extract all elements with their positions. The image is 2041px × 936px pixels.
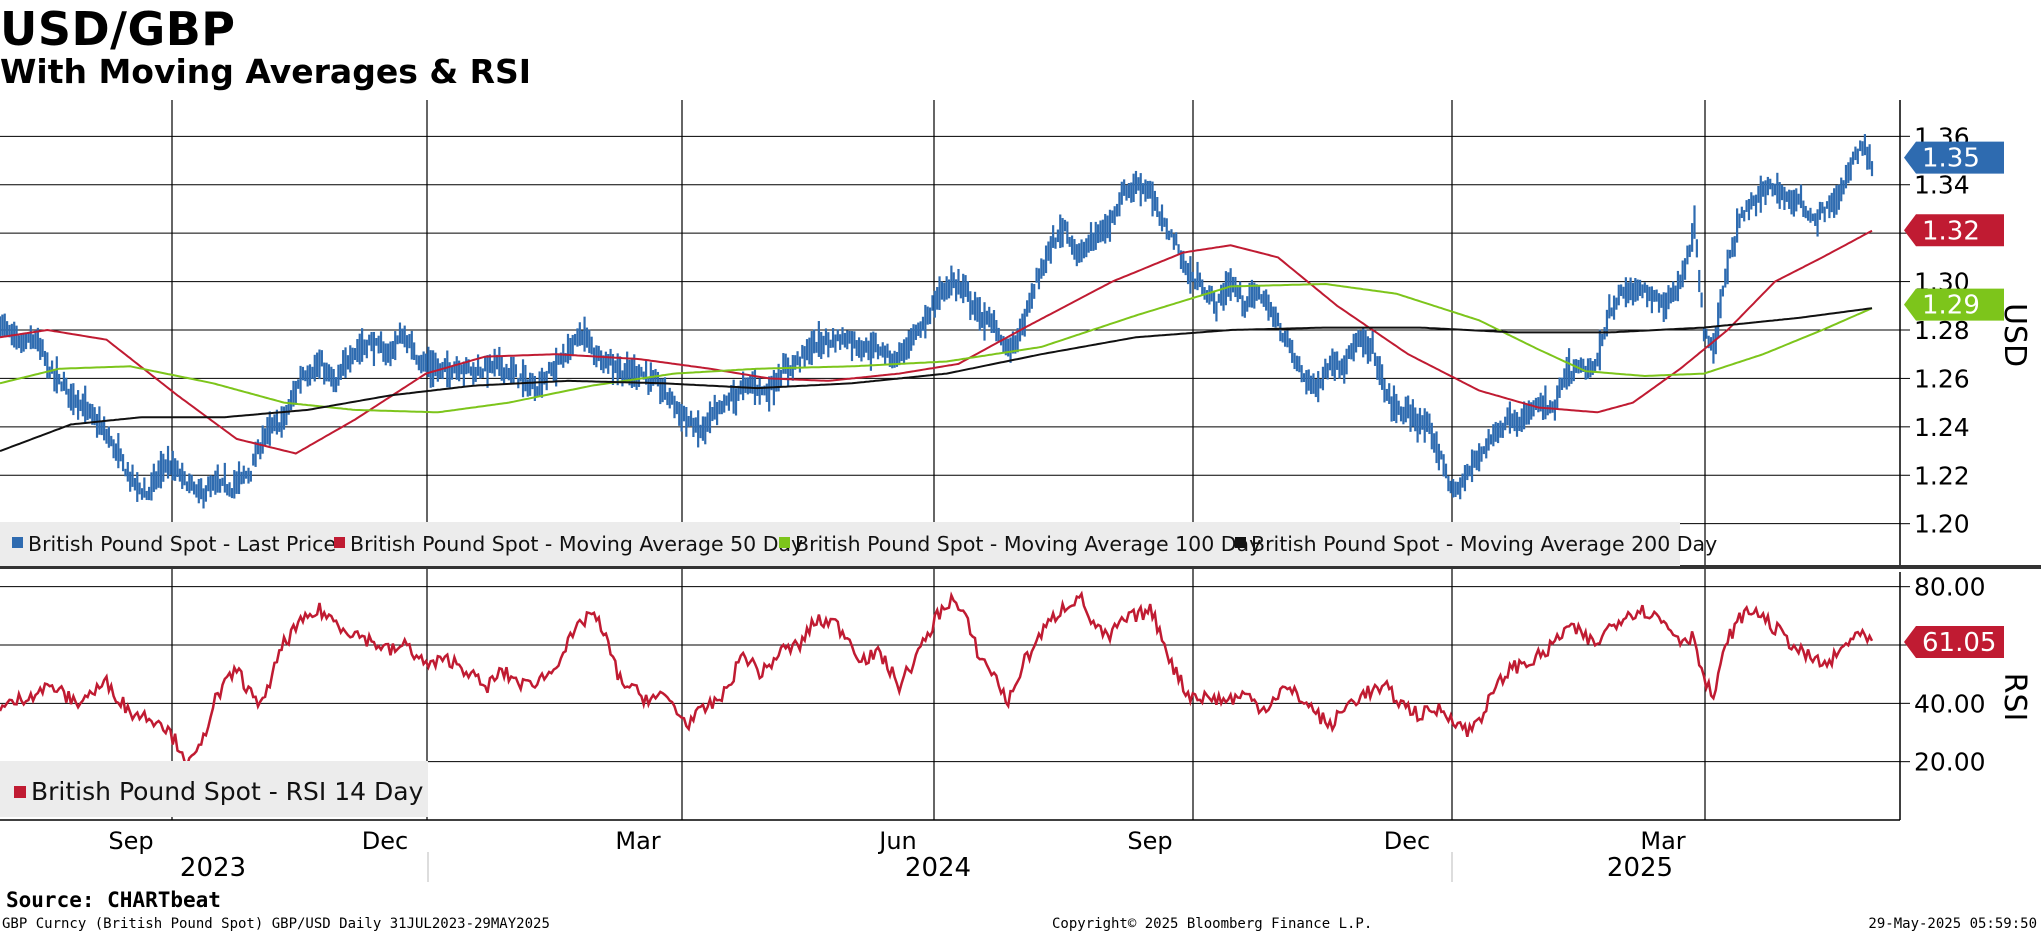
rsi-tag-shape [1904,625,2004,658]
legend-swatch [334,537,345,548]
ma100-tag-shape [1904,288,2004,321]
price-bars [0,134,1874,509]
ma50-tag: 1.32 [1904,214,2004,247]
legend-rsi: British Pound Spot - RSI 14 Day [14,777,424,806]
legend-swatch [12,537,23,548]
x-month-label: Sep [1127,827,1172,855]
legend-label: British Pound Spot - Moving Average 50 D… [350,532,803,556]
legend-ma200: British Pound Spot - Moving Average 200 … [1235,532,1717,556]
x-month-label: Mar [615,827,660,855]
rsi-y-tick-label: 20.00 [1914,748,1986,777]
timestamp-text: 29-May-2025 05:59:50 [1868,916,2037,932]
series-layer [0,134,1874,769]
legend-ma100: British Pound Spot - Moving Average 100 … [779,532,1261,556]
legend-label: British Pound Spot - Last Price [28,532,336,556]
chart-title: USD/GBP [0,2,236,56]
rsi-y-tick-label: 40.00 [1914,689,1986,718]
x-year-label: 2023 [180,853,246,883]
rsi-line [0,590,1874,769]
rsi-tag-text: 61.05 [1922,628,1996,658]
last-price-tag: 1.35 [1904,141,2004,174]
ma100-tag: 1.29 [1904,288,2004,321]
ma50-tag-text: 1.32 [1922,216,1980,246]
x-year-label: 2025 [1607,853,1673,883]
last-price-tag-text: 1.35 [1922,144,1980,174]
ma100-line [0,282,1873,414]
x-month-label: Sep [108,827,153,855]
rsi-y-axis-title: RSI [1997,673,2032,722]
axes-layer: 1.201.221.241.261.281.301.321.341.3620.0… [0,100,2032,883]
legend-label: British Pound Spot - Moving Average 100 … [795,532,1261,556]
rsi-tag: 61.05 [1904,625,2004,658]
ma100-tag-text: 1.29 [1922,291,1980,321]
ma200-line [0,307,1873,453]
rsi-legend-box [0,761,428,817]
x-month-label: Jun [877,827,917,855]
x-year-label: 2024 [905,853,971,883]
legend-swatch [779,537,790,548]
legend-swatch [1235,537,1246,548]
legend-ma50: British Pound Spot - Moving Average 50 D… [334,532,803,556]
legend: British Pound Spot - Last Price British P… [0,522,1717,817]
legend-label: British Pound Spot - RSI 14 Day [31,777,424,806]
x-month-label: Dec [1384,827,1430,855]
ma50-tag-shape [1904,214,2004,247]
source-label: Source: CHARTbeat [6,888,221,912]
grid [0,100,1900,820]
price-y-tick-label: 1.28 [1914,316,1970,345]
ma50-line [0,229,1873,455]
legend-last-price: British Pound Spot - Last Price [12,532,336,556]
rsi-y-tick-label: 80.00 [1914,573,1986,602]
price-y-tick-label: 1.22 [1914,461,1970,490]
x-month-label: Dec [362,827,408,855]
last-price-tag-shape [1904,141,2004,174]
chart-subtitle: With Moving Averages & RSI [0,52,532,91]
x-month-label: Mar [1640,827,1685,855]
copyright-text: Copyright© 2025 Bloomberg Finance L.P. [1052,916,1373,932]
price-y-tick-label: 1.26 [1914,364,1970,393]
legend-label: British Pound Spot - Moving Average 200 … [1251,532,1717,556]
price-legend-box [0,522,1680,566]
price-y-tick-label: 1.24 [1914,413,1970,442]
price-y-tick-label: 1.20 [1914,510,1970,539]
security-description: GBP Curncy (British Pound Spot) GBP/USD … [2,916,550,932]
price-y-tick-label: 1.34 [1914,171,1970,200]
legend-swatch [14,786,26,798]
